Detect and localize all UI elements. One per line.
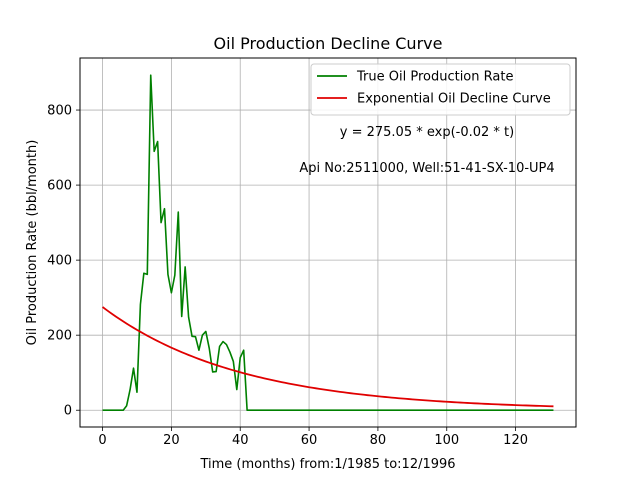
x-tick-label: 60 [301,433,318,448]
series-layer [102,74,554,412]
y-tick-label: 400 [47,254,72,269]
x-tick-label: 40 [232,433,249,448]
plot-frame [79,57,577,428]
x-tick-label: 0 [98,433,106,448]
x-axis-label: Time (months) from:1/1985 to:12/1996 [199,457,455,472]
chart-title: Oil Production Decline Curve [214,34,443,53]
well-annotation: Api No:2511000, Well:51-41-SX-10-UP4 [299,161,554,176]
legend-box [310,63,571,116]
series-line-decline-curve [102,306,554,408]
equation-annotation: y = 275.05 * exp(-0.02 * t) [340,125,514,140]
legend: True Oil Production Rate Exponential Oil… [310,63,571,116]
x-tick-label: 100 [434,433,459,448]
y-tick-label: 200 [47,329,72,344]
y-axis-label: Oil Production Rate (bbl/month) [25,140,40,346]
grid [80,58,576,427]
legend-label-decline-curve: Exponential Oil Decline Curve [357,92,551,107]
x-tick-label: 80 [370,433,387,448]
ticks: 0 20 40 60 80 100 120 0 200 400 600 800 [47,104,528,448]
series-line-true-rate [102,74,554,412]
y-tick-label: 800 [47,104,72,119]
legend-label-true-rate: True Oil Production Rate [356,70,513,85]
y-tick-label: 600 [47,179,72,194]
x-tick-label: 120 [503,433,528,448]
x-tick-label: 20 [163,433,180,448]
y-tick-label: 0 [64,404,72,419]
